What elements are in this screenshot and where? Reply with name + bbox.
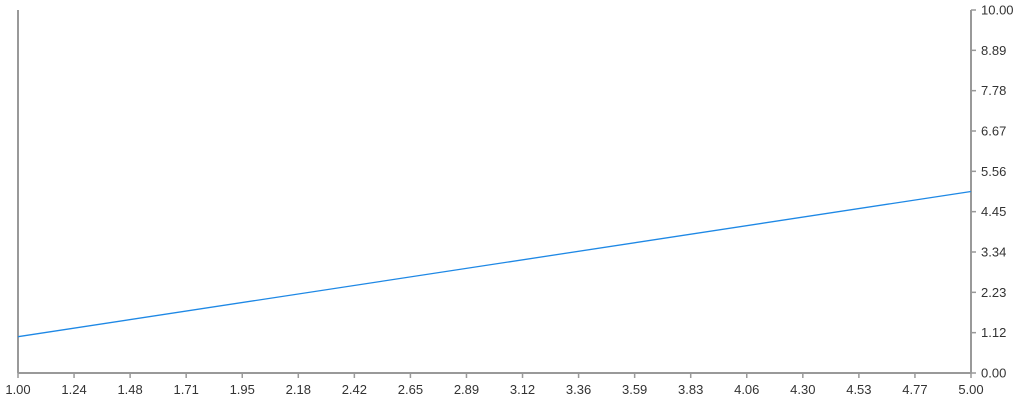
x-tick-label: 5.00: [958, 382, 983, 397]
x-tick-label: 3.59: [622, 382, 647, 397]
x-tick-label: 4.06: [734, 382, 759, 397]
x-tick-label: 2.18: [286, 382, 311, 397]
x-tick-label: 1.71: [174, 382, 199, 397]
y-tick-label: 10.00: [981, 3, 1014, 18]
x-tick-label: 1.48: [117, 382, 142, 397]
y-tick-label: 6.67: [981, 124, 1006, 139]
y-tick-label: 7.78: [981, 83, 1006, 98]
x-tick-label: 1.24: [61, 382, 86, 397]
x-tick-label: 1.95: [230, 382, 255, 397]
x-tick-label: 4.30: [790, 382, 815, 397]
x-tick-label: 3.83: [678, 382, 703, 397]
y-tick-label: 0.00: [981, 366, 1006, 381]
x-tick-label: 1.00: [5, 382, 30, 397]
y-tick-label: 2.23: [981, 285, 1006, 300]
x-tick-label: 2.42: [342, 382, 367, 397]
x-tick-label: 2.65: [398, 382, 423, 397]
y-tick-label: 8.89: [981, 43, 1006, 58]
x-tick-label: 2.89: [454, 382, 479, 397]
y-tick-label: 4.45: [981, 204, 1006, 219]
x-tick-label: 4.77: [902, 382, 927, 397]
x-tick-label: 3.12: [510, 382, 535, 397]
series-line: [17, 190, 972, 338]
y-tick-label: 3.34: [981, 245, 1006, 260]
x-tick-label: 4.53: [846, 382, 871, 397]
y-tick-label: 1.12: [981, 325, 1006, 340]
x-tick-label: 3.36: [566, 382, 591, 397]
y-tick-label: 5.56: [981, 164, 1006, 179]
